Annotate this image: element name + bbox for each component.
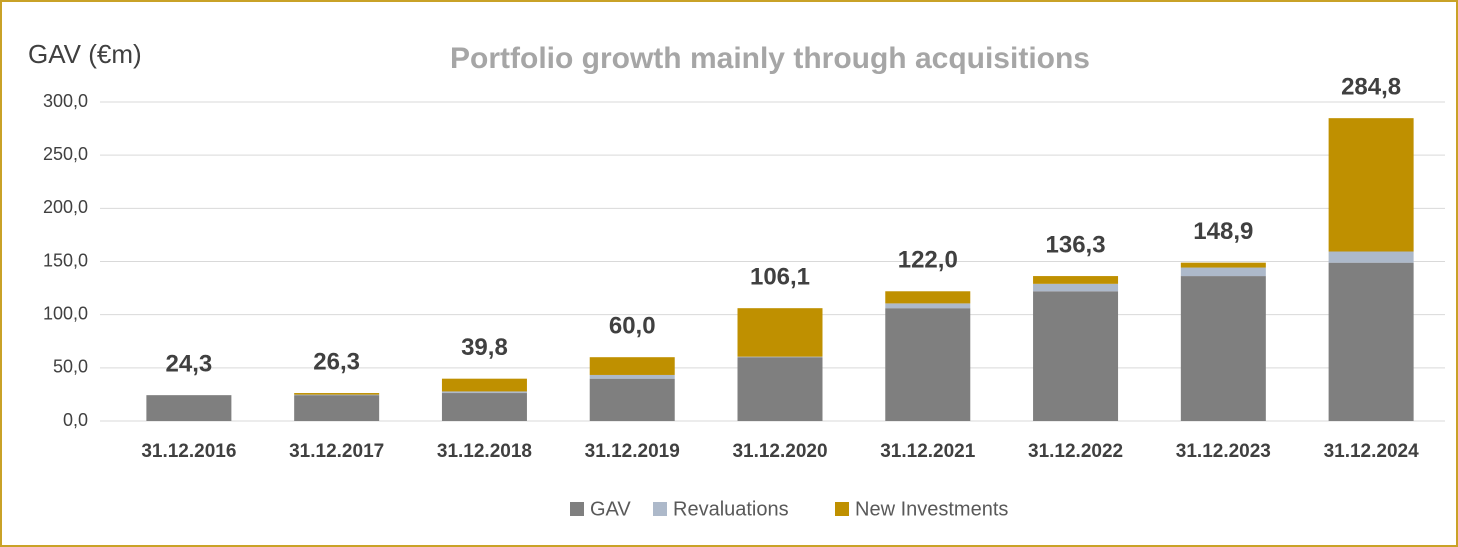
bar-segment xyxy=(885,308,971,421)
legend-swatch xyxy=(570,502,584,516)
legend-swatch xyxy=(653,502,667,516)
bar-segment xyxy=(589,378,675,421)
total-label: 39,8 xyxy=(461,334,508,361)
total-label: 106,1 xyxy=(750,264,810,291)
bar-segment xyxy=(1328,251,1414,263)
bar-segment xyxy=(1180,262,1266,268)
bar-segment xyxy=(441,393,527,421)
bar-segment xyxy=(737,308,823,357)
x-tick-label: 31.12.2021 xyxy=(880,441,976,462)
bar-segment xyxy=(1033,283,1119,292)
legend-label: New Investments xyxy=(855,498,1008,520)
legend-label: GAV xyxy=(590,498,631,520)
total-label: 148,9 xyxy=(1193,218,1253,245)
bar-segment xyxy=(1033,276,1119,284)
y-tick-label: 300,0 xyxy=(43,91,88,111)
x-tick-label: 31.12.2022 xyxy=(1028,441,1123,462)
x-tick-label: 31.12.2020 xyxy=(732,441,827,462)
y-axis-label: GAV (€m) xyxy=(28,39,142,69)
bar-segment xyxy=(294,393,380,395)
bar-segment xyxy=(1180,276,1266,421)
bar-segment xyxy=(1328,262,1414,421)
legend-label: Revaluations xyxy=(673,498,789,520)
x-tick-label: 31.12.2017 xyxy=(289,441,384,462)
total-label: 284,8 xyxy=(1341,74,1401,101)
total-label: 136,3 xyxy=(1046,231,1106,258)
bar-segment xyxy=(589,357,675,375)
bar-segment xyxy=(737,356,823,358)
bar-segment xyxy=(885,303,971,309)
bar-segment xyxy=(146,395,232,421)
y-tick-label: 100,0 xyxy=(43,303,88,323)
total-label: 26,3 xyxy=(313,348,360,375)
x-tick-label: 31.12.2024 xyxy=(1324,441,1420,462)
y-tick-label: 0,0 xyxy=(63,410,88,430)
bar-segment xyxy=(294,395,380,421)
bar-segment xyxy=(1328,118,1414,252)
y-tick-label: 250,0 xyxy=(43,144,88,164)
y-tick-label: 150,0 xyxy=(43,250,88,270)
bar-segment xyxy=(294,394,380,396)
total-label: 122,0 xyxy=(898,247,958,274)
total-label: 24,3 xyxy=(166,351,213,378)
total-label: 60,0 xyxy=(609,313,656,340)
bar-segment xyxy=(885,291,971,304)
x-tick-label: 31.12.2016 xyxy=(141,441,236,462)
bar-segment xyxy=(589,374,675,379)
chart-title: Portfolio growth mainly through acquisit… xyxy=(450,42,1090,75)
bar-segment xyxy=(1180,267,1266,277)
x-tick-label: 31.12.2018 xyxy=(437,441,532,462)
bar-segment xyxy=(737,357,823,421)
x-tick-label: 31.12.2023 xyxy=(1176,441,1271,462)
bar-segment xyxy=(441,378,527,392)
legend-swatch xyxy=(835,502,849,516)
bar-segment xyxy=(441,391,527,394)
y-tick-label: 50,0 xyxy=(53,357,88,377)
x-tick-label: 31.12.2019 xyxy=(585,441,680,462)
y-tick-label: 200,0 xyxy=(43,197,88,217)
bar-segment xyxy=(1033,291,1119,421)
